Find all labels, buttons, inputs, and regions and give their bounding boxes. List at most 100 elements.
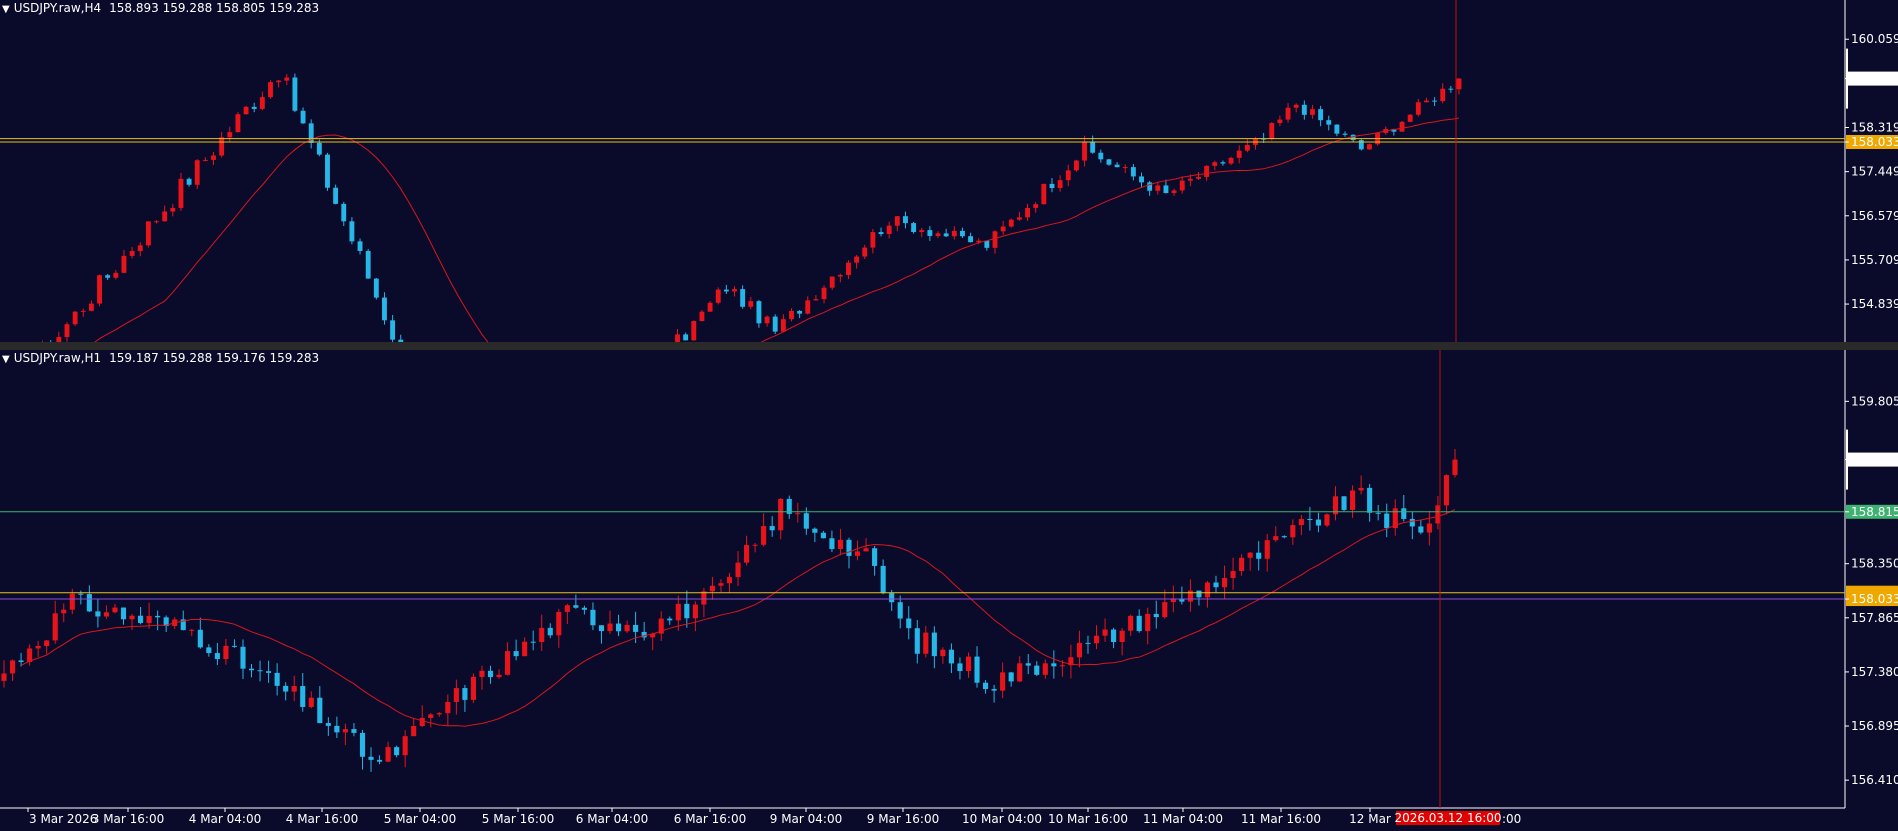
candle-body[interactable] <box>935 233 941 236</box>
candle-body[interactable] <box>805 300 811 314</box>
candle-body[interactable] <box>317 697 323 724</box>
candle-body[interactable] <box>564 605 570 612</box>
candle-body[interactable] <box>982 682 989 690</box>
candle-body[interactable] <box>163 617 169 627</box>
candle-body[interactable] <box>283 685 289 692</box>
candle-body[interactable] <box>1277 119 1283 124</box>
candle-body[interactable] <box>1073 160 1079 171</box>
candle-body[interactable] <box>530 641 536 643</box>
candle-body[interactable] <box>1093 635 1100 644</box>
candle-body[interactable] <box>1025 663 1031 666</box>
candle-body[interactable] <box>854 256 860 263</box>
candle-body[interactable] <box>1204 582 1211 598</box>
candle-body[interactable] <box>240 646 246 669</box>
candle-body[interactable] <box>1384 513 1390 529</box>
candle-body[interactable] <box>316 142 322 155</box>
candle-body[interactable] <box>325 723 331 726</box>
candle-body[interactable] <box>268 82 273 98</box>
candle-body[interactable] <box>419 717 425 727</box>
candle-body[interactable] <box>573 605 579 608</box>
candle-body[interactable] <box>894 216 900 226</box>
candle-body[interactable] <box>870 232 876 248</box>
candle-body[interactable] <box>633 624 639 632</box>
candle-body[interactable] <box>178 178 184 208</box>
candle-body[interactable] <box>1367 144 1372 150</box>
candle-body[interactable] <box>598 625 605 632</box>
candle-body[interactable] <box>1350 134 1356 141</box>
candle-body[interactable] <box>1456 78 1462 90</box>
candle-body[interactable] <box>382 297 387 321</box>
chart-pane-h1[interactable]: ▼ USDJPY.raw,H1 159.187 159.288 159.176 15… <box>0 350 1898 831</box>
candle-body[interactable] <box>359 732 366 757</box>
candle-body[interactable] <box>1307 518 1313 520</box>
candle-body[interactable] <box>1139 176 1144 183</box>
candle-body[interactable] <box>112 607 118 613</box>
candle-body[interactable] <box>974 656 980 683</box>
candle-body[interactable] <box>863 548 869 552</box>
candle-body[interactable] <box>1256 552 1262 559</box>
candle-body[interactable] <box>1247 552 1253 558</box>
candle-body[interactable] <box>813 299 819 301</box>
candle-body[interactable] <box>214 653 220 660</box>
candle-body[interactable] <box>1085 642 1091 644</box>
candle-body[interactable] <box>1334 124 1340 134</box>
candle-body[interactable] <box>923 632 929 654</box>
candle-body[interactable] <box>155 615 161 618</box>
candle-body[interactable] <box>300 110 306 124</box>
candle-body[interactable] <box>1090 141 1096 153</box>
candle-body[interactable] <box>1034 665 1040 675</box>
candle-body[interactable] <box>906 618 912 629</box>
candle-body[interactable] <box>1293 104 1299 108</box>
candle-body[interactable] <box>69 593 75 610</box>
candle-body[interactable] <box>257 670 263 672</box>
candle-body[interactable] <box>505 651 511 675</box>
candle-body[interactable] <box>1016 217 1022 220</box>
candle-body[interactable] <box>35 645 41 649</box>
candle-body[interactable] <box>1391 129 1397 132</box>
candle-body[interactable] <box>243 106 249 115</box>
candle-body[interactable] <box>334 725 340 733</box>
candle-body[interactable] <box>772 316 778 332</box>
candle-body[interactable] <box>95 611 101 617</box>
candle-body[interactable] <box>1443 475 1450 506</box>
candle-body[interactable] <box>398 339 404 342</box>
candle-body[interactable] <box>691 321 697 341</box>
candle-body[interactable] <box>1163 185 1169 194</box>
candle-body[interactable] <box>1341 496 1347 510</box>
candle-body[interactable] <box>735 562 741 578</box>
candle-body[interactable] <box>64 324 70 338</box>
candle-body[interactable] <box>829 538 835 549</box>
collapse-triangle-icon[interactable]: ▼ <box>2 354 10 365</box>
candle-body[interactable] <box>1350 490 1356 510</box>
candle-body[interactable] <box>1285 107 1291 120</box>
candle-body[interactable] <box>1452 459 1458 476</box>
candle-body[interactable] <box>1315 519 1321 526</box>
candle-body[interactable] <box>9 660 16 674</box>
candle-body[interactable] <box>72 311 78 325</box>
candle-body[interactable] <box>1065 170 1071 181</box>
candle-body[interactable] <box>650 633 656 638</box>
candle-body[interactable] <box>1432 100 1438 102</box>
candle-body[interactable] <box>1318 109 1324 121</box>
candle-body[interactable] <box>761 526 767 545</box>
candle-body[interactable] <box>675 334 680 342</box>
candle-body[interactable] <box>1082 141 1087 161</box>
candle-body[interactable] <box>1057 180 1063 189</box>
candle-body[interactable] <box>1153 613 1159 618</box>
candle-body[interactable] <box>1281 536 1287 538</box>
candle-body[interactable] <box>1399 121 1405 132</box>
candle-body[interactable] <box>479 670 485 677</box>
candle-body[interactable] <box>376 759 383 762</box>
candle-body[interactable] <box>1261 138 1267 140</box>
candle-body[interactable] <box>462 688 468 700</box>
candle-body[interactable] <box>1122 167 1128 169</box>
candle-body[interactable] <box>992 231 998 248</box>
candle-body[interactable] <box>795 513 801 515</box>
candle-body[interactable] <box>732 289 737 292</box>
candle-body[interactable] <box>194 160 200 185</box>
candle-body[interactable] <box>113 272 119 278</box>
candle-body[interactable] <box>914 628 920 654</box>
candle-body[interactable] <box>837 539 844 549</box>
candle-body[interactable] <box>1000 226 1006 232</box>
candle-body[interactable] <box>1415 102 1421 115</box>
